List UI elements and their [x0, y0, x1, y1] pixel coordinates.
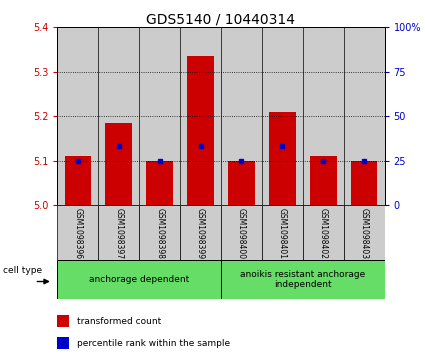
Bar	[187, 56, 214, 205]
Bar	[221, 27, 262, 205]
Text: anoikis resistant anchorage
independent: anoikis resistant anchorage independent	[240, 270, 366, 289]
Title: GDS5140 / 10440314: GDS5140 / 10440314	[147, 12, 295, 26]
Bar	[98, 27, 139, 205]
Bar	[310, 156, 337, 205]
Bar	[98, 205, 139, 260]
Bar	[351, 161, 377, 205]
Text: GSM1098402: GSM1098402	[319, 208, 328, 259]
Text: GSM1098399: GSM1098399	[196, 208, 205, 259]
Bar	[139, 205, 180, 260]
Bar	[221, 205, 262, 260]
Text: GSM1098401: GSM1098401	[278, 208, 287, 259]
Bar	[57, 205, 98, 260]
Text: GSM1098403: GSM1098403	[360, 208, 368, 259]
Bar	[180, 27, 221, 205]
Bar	[57, 315, 69, 327]
Text: GSM1098400: GSM1098400	[237, 208, 246, 259]
Bar	[262, 27, 303, 205]
Bar	[65, 156, 91, 205]
Bar	[303, 205, 344, 260]
Text: anchorage dependent: anchorage dependent	[89, 275, 189, 284]
Bar	[105, 123, 132, 205]
Bar	[221, 260, 385, 299]
Text: GSM1098396: GSM1098396	[74, 208, 82, 259]
Text: percentile rank within the sample: percentile rank within the sample	[77, 339, 230, 347]
Bar	[303, 27, 344, 205]
Bar	[269, 112, 296, 205]
Bar	[146, 161, 173, 205]
Text: cell type: cell type	[3, 266, 42, 275]
Bar	[139, 27, 180, 205]
Bar	[180, 205, 221, 260]
Text: GSM1098398: GSM1098398	[155, 208, 164, 259]
Bar	[344, 27, 385, 205]
Bar	[57, 260, 221, 299]
Bar	[262, 205, 303, 260]
Bar	[57, 27, 98, 205]
Bar	[344, 205, 385, 260]
Bar	[57, 337, 69, 349]
Text: GSM1098397: GSM1098397	[114, 208, 123, 259]
Bar	[228, 161, 255, 205]
Text: transformed count: transformed count	[77, 317, 161, 326]
